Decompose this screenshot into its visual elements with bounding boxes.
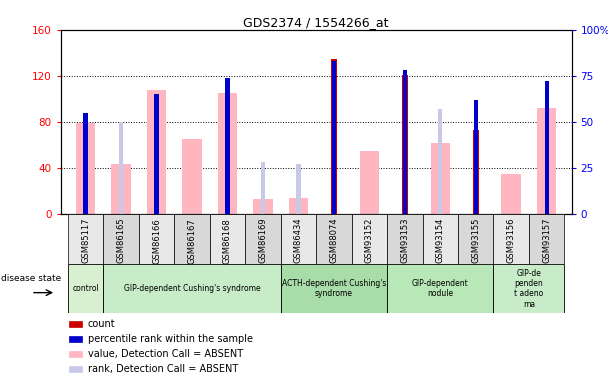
Bar bbox=[69, 336, 82, 342]
Bar bbox=[69, 321, 82, 327]
Text: GSM93152: GSM93152 bbox=[365, 218, 374, 263]
Bar bbox=[154, 94, 159, 214]
Bar bbox=[69, 351, 82, 357]
Bar bbox=[174, 214, 210, 264]
Bar bbox=[494, 264, 564, 313]
Bar bbox=[111, 164, 131, 214]
Bar bbox=[402, 75, 408, 214]
Bar bbox=[139, 214, 174, 264]
Bar bbox=[103, 264, 281, 313]
Bar bbox=[545, 81, 549, 214]
Text: GSM85117: GSM85117 bbox=[81, 218, 90, 263]
Text: percentile rank within the sample: percentile rank within the sample bbox=[88, 334, 252, 344]
Bar bbox=[438, 109, 443, 214]
Text: value, Detection Call = ABSENT: value, Detection Call = ABSENT bbox=[88, 349, 243, 359]
Bar bbox=[261, 162, 265, 214]
Text: GIP-dependent
nodule: GIP-dependent nodule bbox=[412, 279, 469, 298]
Bar bbox=[281, 214, 316, 264]
Bar bbox=[68, 264, 103, 313]
Text: ACTH-dependent Cushing's
syndrome: ACTH-dependent Cushing's syndrome bbox=[282, 279, 386, 298]
Text: GSM86167: GSM86167 bbox=[187, 218, 196, 264]
Text: GSM86434: GSM86434 bbox=[294, 218, 303, 263]
Bar bbox=[332, 61, 336, 214]
Bar bbox=[458, 214, 494, 264]
Title: GDS2374 / 1554266_at: GDS2374 / 1554266_at bbox=[243, 16, 389, 29]
Bar bbox=[68, 214, 103, 264]
Bar bbox=[103, 214, 139, 264]
Bar bbox=[69, 366, 82, 372]
Bar bbox=[502, 174, 521, 214]
Bar bbox=[182, 139, 202, 214]
Bar bbox=[289, 198, 308, 214]
Bar bbox=[402, 70, 407, 214]
Bar bbox=[359, 151, 379, 214]
Bar bbox=[296, 164, 300, 214]
Text: GSM86168: GSM86168 bbox=[223, 218, 232, 264]
Bar bbox=[76, 123, 95, 214]
Bar bbox=[316, 214, 351, 264]
Text: GSM93154: GSM93154 bbox=[436, 218, 445, 263]
Bar bbox=[423, 214, 458, 264]
Bar bbox=[226, 78, 230, 214]
Text: GSM93155: GSM93155 bbox=[471, 218, 480, 263]
Text: GSM93153: GSM93153 bbox=[400, 218, 409, 263]
Bar bbox=[529, 214, 564, 264]
Bar bbox=[387, 214, 423, 264]
Text: rank, Detection Call = ABSENT: rank, Detection Call = ABSENT bbox=[88, 364, 238, 374]
Text: GSM93157: GSM93157 bbox=[542, 218, 551, 263]
Text: GIP-de
penden
t adeno
ma: GIP-de penden t adeno ma bbox=[514, 268, 544, 309]
Bar bbox=[245, 214, 281, 264]
Bar bbox=[537, 108, 556, 214]
Text: GSM86165: GSM86165 bbox=[117, 218, 126, 263]
Bar bbox=[494, 214, 529, 264]
Bar bbox=[472, 130, 479, 214]
Text: GSM86169: GSM86169 bbox=[258, 218, 268, 263]
Bar bbox=[474, 100, 478, 214]
Bar bbox=[218, 93, 237, 214]
Bar bbox=[351, 214, 387, 264]
Text: GSM93156: GSM93156 bbox=[506, 218, 516, 263]
Bar bbox=[281, 264, 387, 313]
Text: disease state: disease state bbox=[1, 273, 61, 282]
Text: GIP-dependent Cushing's syndrome: GIP-dependent Cushing's syndrome bbox=[123, 284, 260, 293]
Bar bbox=[387, 264, 494, 313]
Bar bbox=[253, 199, 273, 214]
Bar bbox=[331, 59, 337, 214]
Bar bbox=[147, 90, 167, 214]
Bar bbox=[430, 142, 450, 214]
Text: count: count bbox=[88, 319, 115, 329]
Text: GSM88074: GSM88074 bbox=[330, 218, 339, 263]
Text: GSM86166: GSM86166 bbox=[152, 218, 161, 264]
Bar bbox=[83, 112, 88, 214]
Bar bbox=[119, 122, 123, 214]
Bar bbox=[210, 214, 245, 264]
Text: control: control bbox=[72, 284, 99, 293]
